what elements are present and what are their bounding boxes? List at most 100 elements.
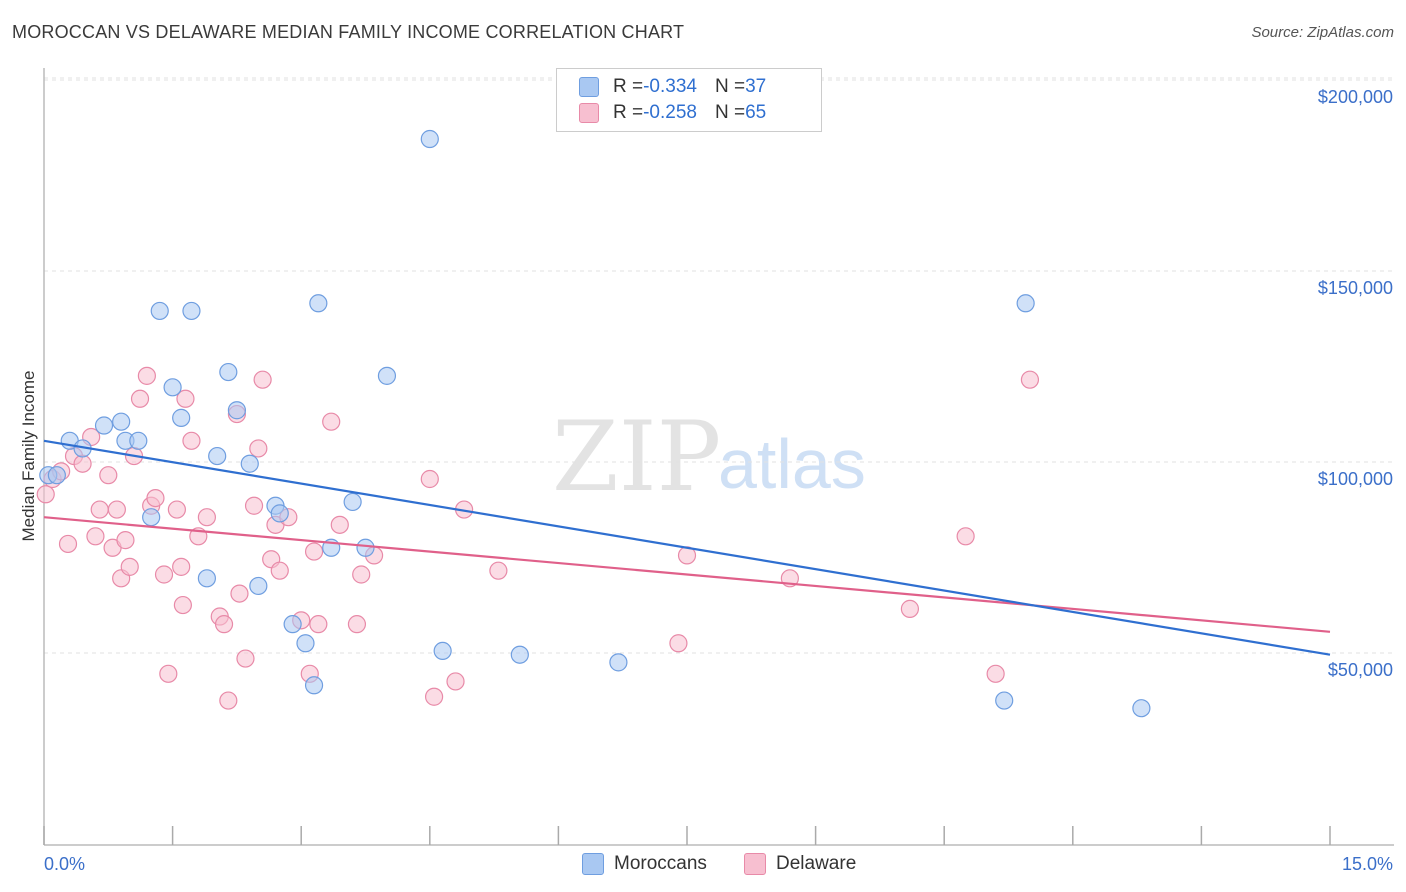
moroccans-point <box>150 301 169 321</box>
bottom-legend-swatch-moroccans <box>582 853 604 875</box>
bottom-legend-label-moroccans: Moroccans <box>614 853 707 874</box>
moroccans-point <box>270 504 289 523</box>
moroccans-point <box>208 446 227 466</box>
legend-n-value: 37 <box>745 76 767 97</box>
legend-r-label: R = <box>613 102 644 123</box>
delaware-point <box>58 534 78 554</box>
chart-title: MOROCCAN VS DELAWARE MEDIAN FAMILY INCOM… <box>12 22 685 42</box>
moroccans-point <box>172 408 191 427</box>
delaware-point <box>73 454 92 473</box>
delaware-point <box>176 389 195 408</box>
moroccans-point <box>283 615 302 634</box>
watermark: ZIP atlas <box>552 401 866 513</box>
legend-r-value: -0.258 <box>643 102 697 123</box>
moroccans-point <box>240 454 259 473</box>
delaware-point <box>900 599 920 618</box>
x-tick-labels: 0.0% 15.0% <box>44 854 1393 874</box>
delaware-point <box>420 469 439 489</box>
delaware-point <box>986 664 1005 683</box>
y-tick-label: $100,000 <box>1318 469 1393 489</box>
moroccans-point <box>995 691 1014 710</box>
moroccans-point <box>433 641 452 661</box>
y-tick-labels: $50,000 $100,000 $150,000 $200,000 <box>1318 87 1393 680</box>
delaware-point <box>352 565 371 584</box>
moroccans-trend-line <box>43 439 1331 656</box>
x-tick-label: 0.0% <box>44 854 85 874</box>
delaware-point <box>270 561 289 580</box>
moroccans-point <box>197 569 216 588</box>
y-tick-label: $200,000 <box>1318 87 1393 107</box>
moroccans-points <box>39 129 1151 718</box>
delaware-point <box>86 527 105 546</box>
moroccans-point <box>420 129 439 149</box>
trend-lines <box>43 439 1331 656</box>
delaware-point <box>489 561 508 580</box>
delaware-point <box>322 412 341 431</box>
delaware-point <box>107 500 126 519</box>
watermark-atlas: atlas <box>718 425 866 503</box>
delaware-trend-line <box>43 516 1331 633</box>
moroccans-point <box>182 301 201 321</box>
legend-r-label: R = <box>613 76 644 97</box>
moroccans-point <box>510 645 529 664</box>
moroccans-point <box>142 508 161 527</box>
y-tick-label: $150,000 <box>1318 278 1393 298</box>
delaware-point <box>244 496 264 515</box>
moroccans-point <box>309 294 328 313</box>
delaware-point <box>146 489 165 508</box>
y-axis-title: Median Family Income <box>19 370 38 541</box>
delaware-point <box>116 531 135 550</box>
delaware-point <box>249 439 268 458</box>
legend-n-value: 65 <box>745 102 767 123</box>
bottom-legend-label-delaware: Delaware <box>776 853 857 874</box>
gridlines <box>44 77 1394 654</box>
legend-row-moroccans: R = -0.334 N = 37 <box>579 75 766 99</box>
delaware-point <box>253 370 272 389</box>
legend-row-delaware: R = -0.258 N = 65 <box>579 101 766 125</box>
delaware-point <box>137 366 156 385</box>
moroccans-point <box>112 412 131 431</box>
delaware-point <box>956 527 975 546</box>
delaware-point <box>197 508 216 527</box>
delaware-point <box>99 466 118 485</box>
x-tick-label: 15.0% <box>1342 854 1393 874</box>
delaware-point <box>330 515 349 534</box>
delaware-point <box>1020 370 1040 389</box>
delaware-point <box>167 500 186 519</box>
moroccans-point <box>129 431 148 450</box>
delaware-point <box>120 557 139 576</box>
delaware-point <box>172 557 191 576</box>
delaware-point <box>173 595 192 615</box>
moroccans-point <box>163 378 182 397</box>
delaware-point <box>130 389 150 408</box>
moroccans-point <box>609 653 628 672</box>
moroccans-point <box>356 538 375 557</box>
moroccans-point <box>1016 294 1035 313</box>
delaware-point <box>309 615 328 634</box>
delaware-point <box>182 431 201 450</box>
moroccans-point <box>249 576 268 596</box>
delaware-point <box>424 687 444 706</box>
moroccans-point <box>227 401 246 420</box>
delaware-point <box>90 500 109 519</box>
legend-n-label: N = <box>714 102 746 123</box>
delaware-point <box>214 615 234 634</box>
delaware-point <box>669 634 688 653</box>
moroccans-point <box>47 466 66 485</box>
legend-swatch-moroccans <box>579 77 599 97</box>
moroccans-point <box>377 366 397 385</box>
bottom-legend-delaware: Delaware <box>744 852 856 876</box>
source-label: Source: ZipAtlas.com <box>1251 24 1394 41</box>
delaware-point <box>219 691 238 710</box>
delaware-point <box>347 615 367 634</box>
moroccans-point <box>94 416 114 435</box>
watermark-zip: ZIP <box>552 401 721 513</box>
correlation-legend: R = -0.334 N = 37 R = -0.258 N = 65 <box>556 68 822 132</box>
moroccans-point <box>296 634 315 653</box>
delaware-point <box>446 672 465 691</box>
moroccans-point <box>1132 699 1151 718</box>
delaware-point <box>36 485 55 504</box>
bottom-legend-swatch-delaware <box>744 853 766 875</box>
axes <box>43 68 1394 846</box>
